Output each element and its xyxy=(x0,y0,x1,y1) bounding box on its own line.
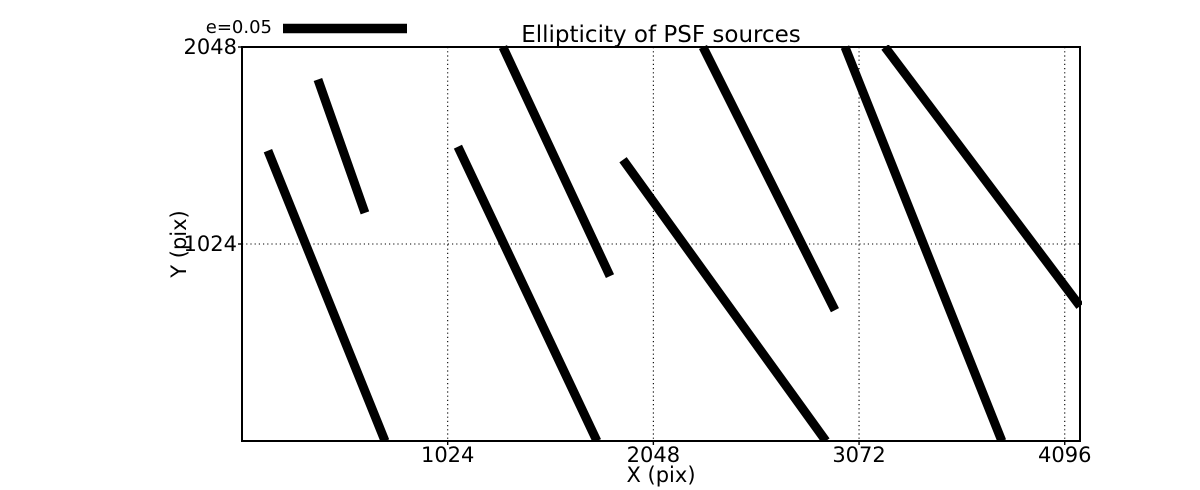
scale-legend-label: e=0.05 xyxy=(206,17,272,38)
whisker-segments xyxy=(263,45,1082,442)
x-tick-label: 4096 xyxy=(1038,443,1091,467)
x-tick-label: 3072 xyxy=(832,443,885,467)
whisker-segment xyxy=(881,45,1082,309)
whisker-segment xyxy=(698,45,839,313)
whisker-segment xyxy=(453,144,601,442)
whisker-segment xyxy=(840,45,1007,442)
y-tick-label: 2048 xyxy=(184,35,237,59)
x-tick-label: 1024 xyxy=(421,443,474,467)
whisker-segment xyxy=(263,149,390,442)
y-axis-label: Y (pix) xyxy=(167,210,191,278)
x-tick-label: 2048 xyxy=(627,443,680,467)
whisker-segment xyxy=(498,45,615,279)
y-tick-label: 1024 xyxy=(184,232,237,256)
plot-title: Ellipticity of PSF sources xyxy=(521,22,801,48)
whisker-segment xyxy=(619,157,830,442)
gridlines xyxy=(242,46,1080,441)
axis-ticks: 1024 2048 3072 4096 1024 2048 xyxy=(184,35,1092,467)
plot-border xyxy=(241,46,1081,442)
x-axis-label: X (pix) xyxy=(626,463,695,487)
whisker-segment xyxy=(313,78,370,215)
